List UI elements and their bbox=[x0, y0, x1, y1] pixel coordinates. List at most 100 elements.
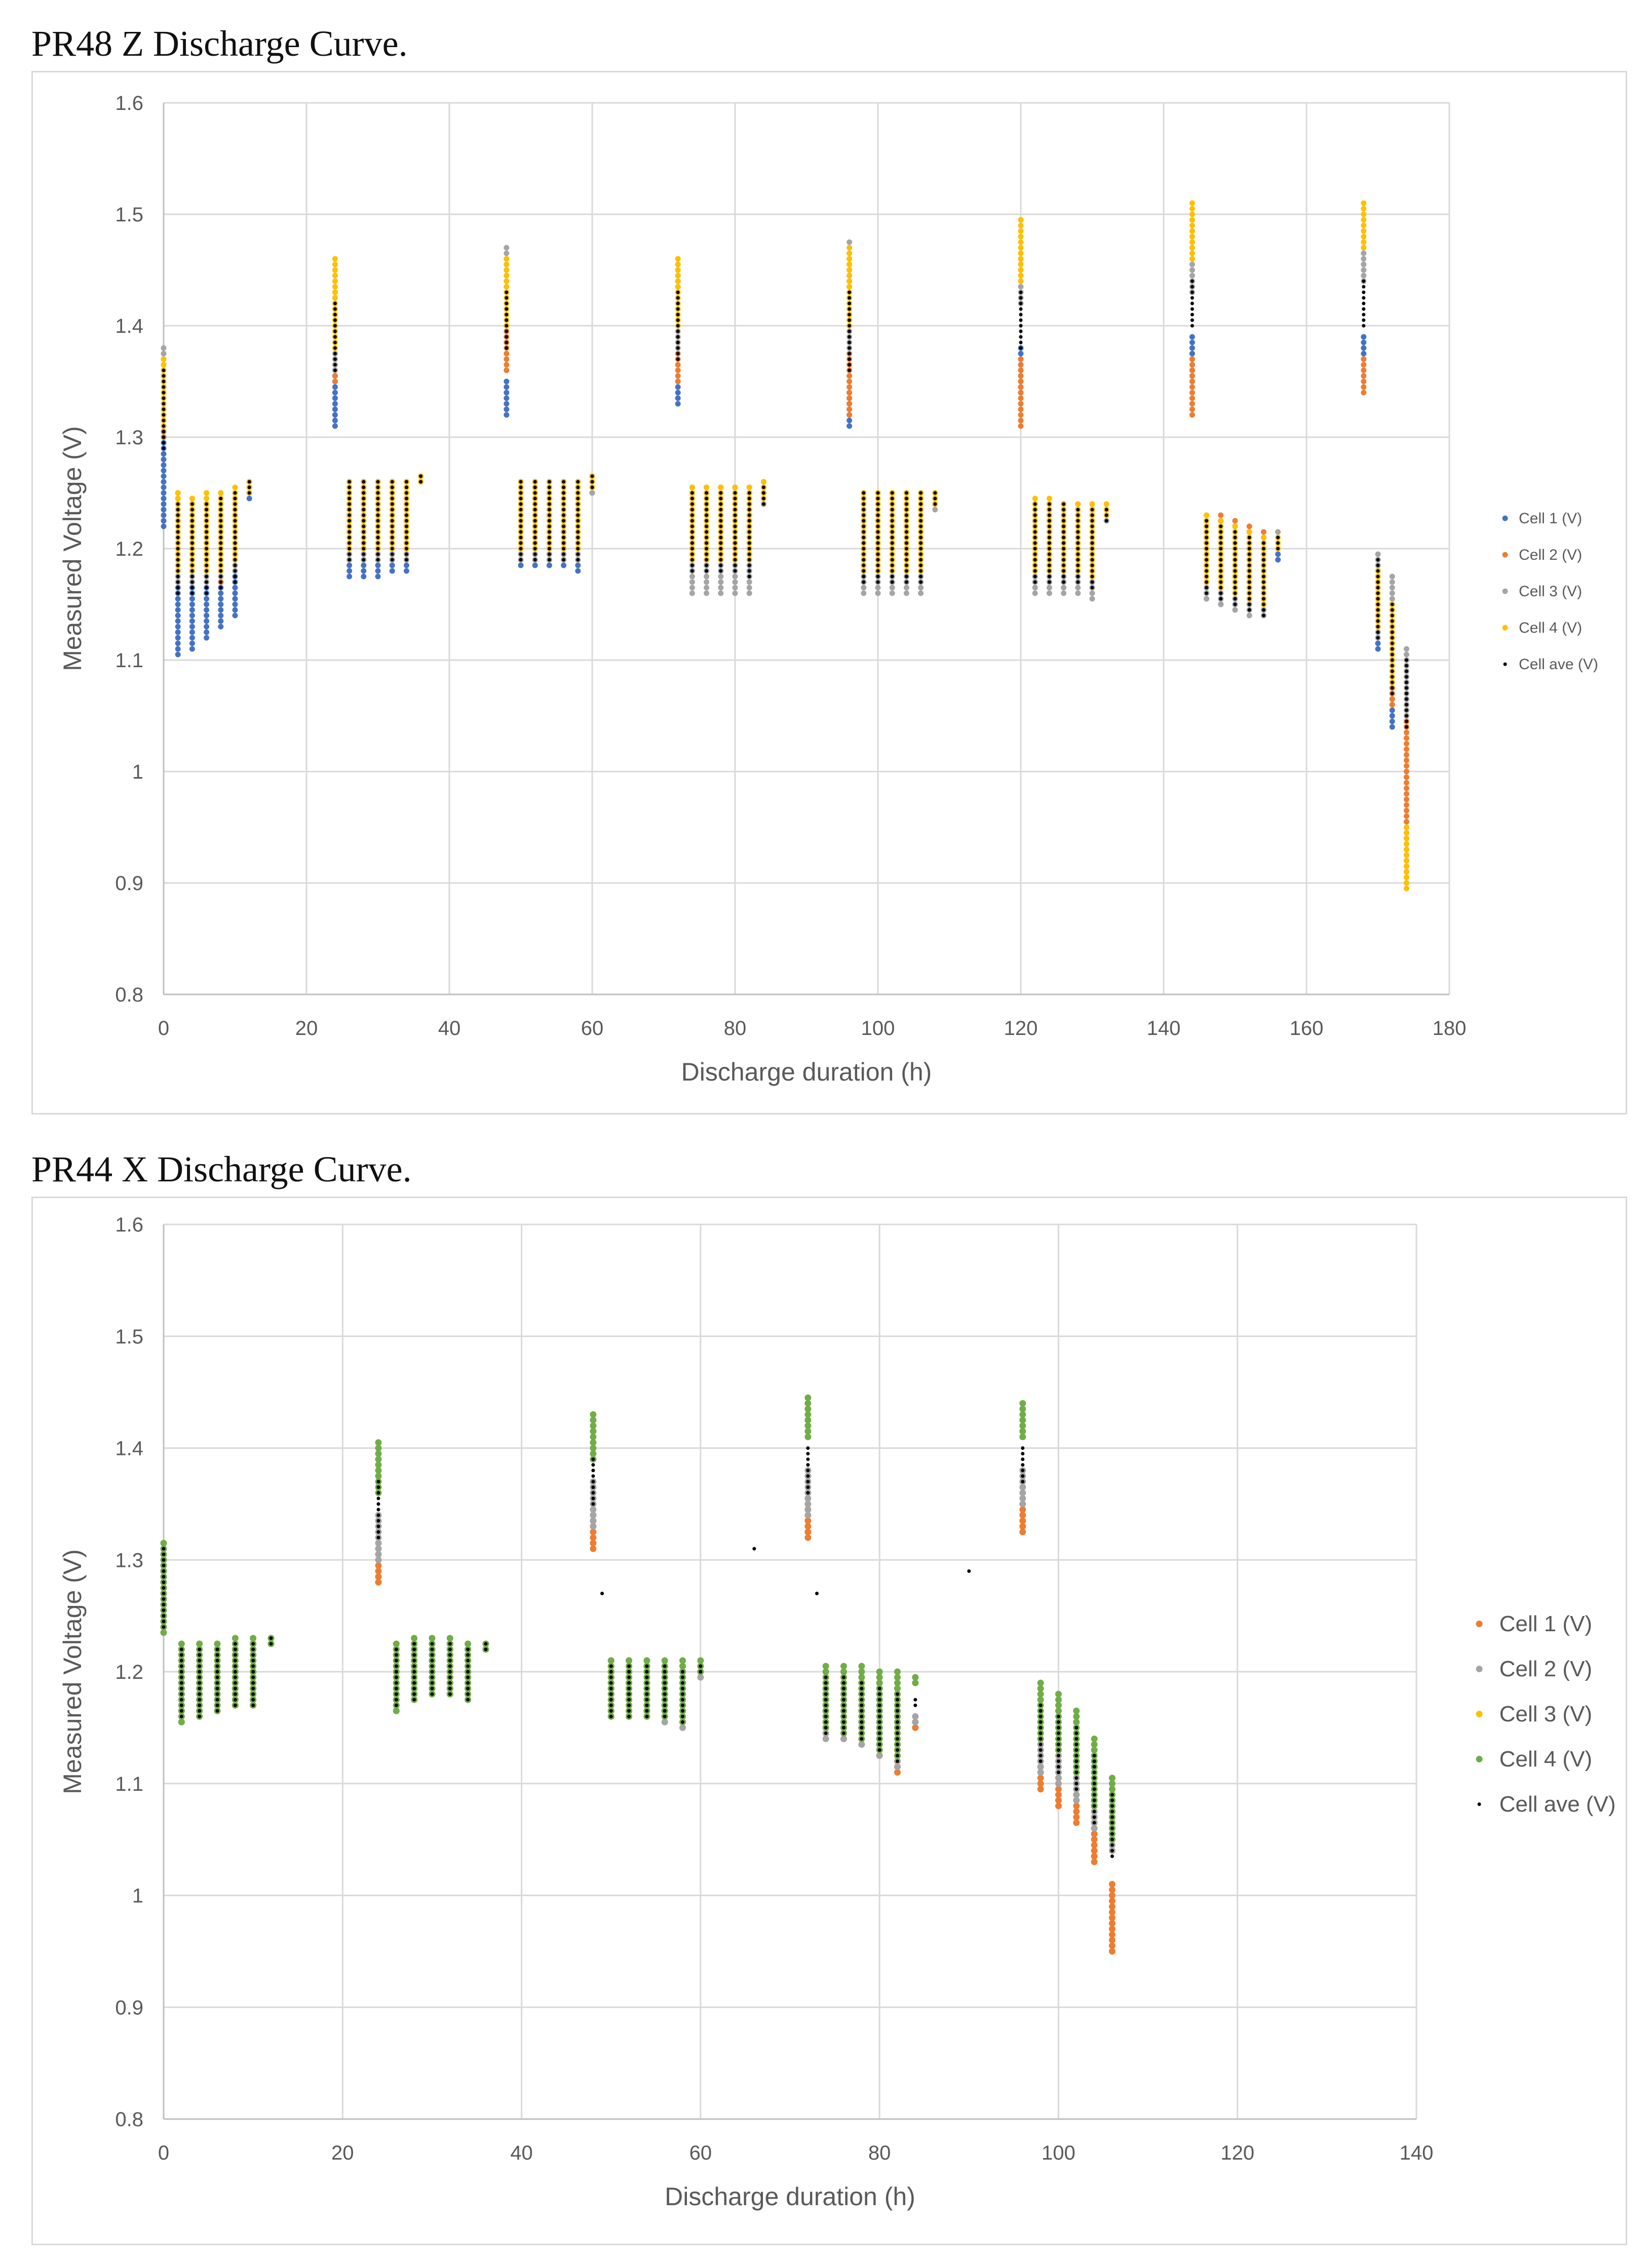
cell-point bbox=[1091, 1841, 1098, 1849]
cell-point bbox=[1189, 234, 1195, 240]
cell-point bbox=[504, 395, 510, 401]
avg-point bbox=[376, 541, 380, 545]
cell-point bbox=[804, 1433, 812, 1440]
avg-point bbox=[733, 530, 737, 534]
avg-point bbox=[933, 496, 937, 501]
avg-point bbox=[1390, 641, 1394, 645]
avg-point bbox=[547, 558, 551, 562]
cell-point bbox=[1189, 267, 1195, 273]
avg-point bbox=[233, 547, 237, 551]
cell-point bbox=[332, 256, 338, 262]
avg-point bbox=[690, 535, 694, 540]
avg-point bbox=[219, 513, 223, 517]
avg-point bbox=[663, 1692, 667, 1696]
avg-point bbox=[1039, 1703, 1043, 1707]
avg-point bbox=[376, 491, 380, 495]
avg-point bbox=[747, 547, 751, 551]
cell-point bbox=[546, 562, 552, 568]
avg-point bbox=[877, 1742, 881, 1746]
avg-point bbox=[448, 1692, 452, 1696]
avg-point bbox=[1233, 591, 1237, 595]
avg-point bbox=[162, 396, 166, 400]
avg-point bbox=[806, 1480, 810, 1484]
cell-point bbox=[1089, 596, 1095, 602]
cell-point bbox=[361, 568, 367, 574]
cell-point bbox=[704, 579, 710, 585]
avg-point bbox=[215, 1664, 219, 1668]
cell-point bbox=[218, 618, 224, 624]
cell-point bbox=[1361, 367, 1367, 373]
avg-point bbox=[376, 1485, 380, 1489]
avg-point bbox=[430, 1675, 434, 1679]
avg-point bbox=[590, 474, 594, 478]
avg-point bbox=[747, 524, 751, 528]
avg-point bbox=[1233, 535, 1237, 540]
avg-point bbox=[1021, 1480, 1025, 1484]
avg-point bbox=[219, 496, 223, 501]
cell-point bbox=[1018, 351, 1024, 357]
cell-point bbox=[218, 601, 224, 607]
cell-point bbox=[232, 601, 238, 607]
avg-point bbox=[1062, 552, 1066, 556]
avg-point bbox=[1092, 1776, 1096, 1780]
avg-point bbox=[877, 1720, 881, 1724]
avg-point bbox=[862, 569, 866, 573]
avg-point bbox=[1261, 613, 1265, 618]
cell-point bbox=[161, 462, 167, 468]
avg-point bbox=[394, 1664, 398, 1668]
avg-point bbox=[663, 1670, 667, 1674]
avg-point bbox=[205, 580, 209, 584]
avg-point bbox=[1076, 558, 1080, 562]
cell-point bbox=[1189, 390, 1195, 396]
avg-point bbox=[376, 1496, 380, 1501]
avg-point bbox=[390, 558, 394, 562]
cell-point bbox=[1019, 1428, 1026, 1435]
avg-point bbox=[690, 558, 694, 562]
cell-point bbox=[161, 479, 167, 485]
avg-point bbox=[591, 1480, 595, 1484]
avg-point bbox=[394, 1698, 398, 1702]
cell-point bbox=[347, 562, 353, 568]
cell-point bbox=[1189, 239, 1195, 245]
avg-point bbox=[448, 1675, 452, 1679]
avg-point bbox=[1056, 1714, 1060, 1718]
avg-point bbox=[1062, 508, 1066, 512]
cell-point bbox=[876, 1668, 883, 1675]
cell-point bbox=[1018, 250, 1024, 256]
avg-point bbox=[1074, 1782, 1079, 1786]
cell-point bbox=[175, 629, 181, 635]
cell-point bbox=[504, 261, 510, 267]
cell-point bbox=[847, 273, 853, 279]
cell-point bbox=[1275, 529, 1281, 535]
avg-point bbox=[1205, 524, 1209, 528]
cell-point bbox=[643, 1657, 650, 1664]
cell-point bbox=[689, 585, 695, 591]
avg-point bbox=[895, 1692, 899, 1696]
avg-point bbox=[1219, 558, 1223, 562]
cell-point bbox=[1389, 702, 1395, 708]
avg-point bbox=[1062, 524, 1066, 528]
y-tick-label: 1.1 bbox=[115, 649, 143, 672]
avg-point bbox=[1390, 613, 1394, 618]
y-axis-title: Measured Voltage (V) bbox=[58, 426, 87, 671]
avg-point bbox=[376, 502, 380, 506]
avg-point bbox=[362, 524, 366, 528]
avg-point bbox=[1074, 1742, 1079, 1746]
avg-point bbox=[890, 530, 894, 534]
avg-point bbox=[904, 535, 908, 540]
avg-point bbox=[705, 541, 709, 545]
avg-point bbox=[1390, 652, 1394, 657]
avg-point bbox=[1404, 675, 1408, 679]
avg-point bbox=[1219, 597, 1223, 601]
avg-point bbox=[705, 513, 709, 517]
cell-point bbox=[804, 1400, 812, 1407]
avg-point bbox=[448, 1681, 452, 1685]
avg-point bbox=[376, 535, 380, 540]
avg-point bbox=[162, 424, 166, 428]
avg-point bbox=[1047, 569, 1051, 573]
legend-marker bbox=[1502, 588, 1508, 594]
cell-point bbox=[1361, 245, 1367, 251]
cell-point bbox=[504, 401, 510, 407]
avg-point bbox=[376, 552, 380, 556]
cell-point bbox=[847, 239, 853, 245]
